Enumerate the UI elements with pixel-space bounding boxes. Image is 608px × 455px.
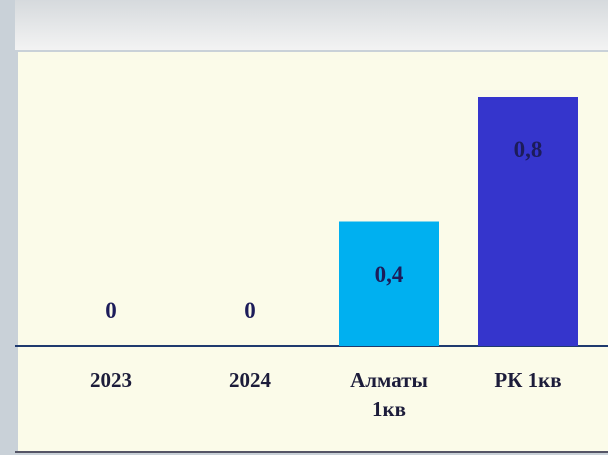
- value-label: 0: [244, 298, 256, 323]
- x-tick-label: Алматы 1кв: [350, 368, 428, 421]
- value-label: 0,8: [513, 137, 543, 162]
- value-label: 0: [105, 298, 117, 323]
- bar: [339, 221, 439, 346]
- bar: [478, 97, 578, 346]
- x-tick-label: 2024: [229, 368, 271, 392]
- header-band: [15, 0, 608, 50]
- x-tick-label: 2023: [90, 368, 132, 392]
- value-label: 0,4: [374, 261, 404, 287]
- x-tick-label: РК 1кв: [494, 368, 562, 392]
